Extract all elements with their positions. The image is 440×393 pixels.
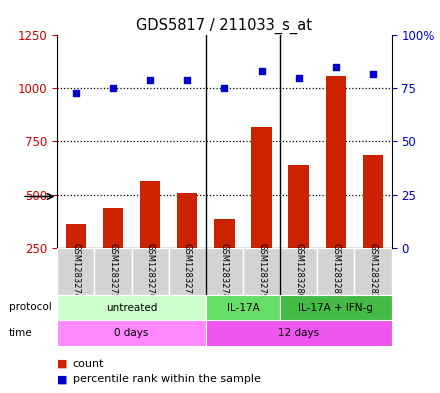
Text: IL-17A: IL-17A bbox=[227, 303, 259, 312]
Bar bbox=[214, 219, 235, 301]
Bar bbox=[251, 127, 272, 301]
Bar bbox=[132, 248, 169, 295]
Bar bbox=[177, 193, 198, 301]
Bar bbox=[57, 320, 206, 346]
Text: GSM1283279: GSM1283279 bbox=[257, 243, 266, 299]
Text: GSM1283278: GSM1283278 bbox=[220, 243, 229, 299]
Text: untreated: untreated bbox=[106, 303, 157, 312]
Point bbox=[147, 77, 154, 83]
Point bbox=[72, 90, 79, 96]
Bar bbox=[103, 208, 123, 301]
Point bbox=[370, 70, 377, 77]
Text: count: count bbox=[73, 358, 104, 369]
Point bbox=[184, 77, 191, 83]
Bar bbox=[280, 295, 392, 320]
Bar bbox=[206, 248, 243, 295]
Title: GDS5817 / 211033_s_at: GDS5817 / 211033_s_at bbox=[136, 18, 312, 34]
Bar bbox=[243, 248, 280, 295]
Bar bbox=[57, 248, 94, 295]
Bar bbox=[363, 155, 383, 301]
Point bbox=[258, 68, 265, 75]
Text: ■: ■ bbox=[57, 358, 71, 369]
Bar bbox=[289, 165, 309, 301]
Text: GSM1283277: GSM1283277 bbox=[183, 243, 192, 299]
Text: ■: ■ bbox=[57, 374, 71, 384]
Text: percentile rank within the sample: percentile rank within the sample bbox=[73, 374, 260, 384]
Text: GSM1283274: GSM1283274 bbox=[71, 243, 80, 299]
Bar bbox=[206, 320, 392, 346]
Text: GSM1283275: GSM1283275 bbox=[108, 243, 117, 299]
Point bbox=[110, 85, 117, 92]
Bar bbox=[57, 295, 206, 320]
Bar bbox=[317, 248, 355, 295]
Text: time: time bbox=[9, 328, 33, 338]
Bar bbox=[94, 248, 132, 295]
Text: GSM1283281: GSM1283281 bbox=[331, 243, 341, 299]
Text: 12 days: 12 days bbox=[278, 328, 319, 338]
Bar bbox=[66, 224, 86, 301]
Point bbox=[332, 64, 339, 70]
Text: 0 days: 0 days bbox=[114, 328, 149, 338]
Bar bbox=[280, 248, 317, 295]
Text: IL-17A + IFN-g: IL-17A + IFN-g bbox=[298, 303, 373, 312]
Text: protocol: protocol bbox=[9, 302, 51, 312]
Text: GSM1283282: GSM1283282 bbox=[369, 243, 378, 299]
Text: GSM1283276: GSM1283276 bbox=[146, 243, 154, 299]
Point bbox=[295, 75, 302, 81]
Bar bbox=[169, 248, 206, 295]
Text: GSM1283280: GSM1283280 bbox=[294, 243, 303, 299]
Bar bbox=[326, 76, 346, 301]
Point bbox=[221, 85, 228, 92]
Bar bbox=[355, 248, 392, 295]
Bar bbox=[140, 181, 160, 301]
Bar bbox=[206, 295, 280, 320]
